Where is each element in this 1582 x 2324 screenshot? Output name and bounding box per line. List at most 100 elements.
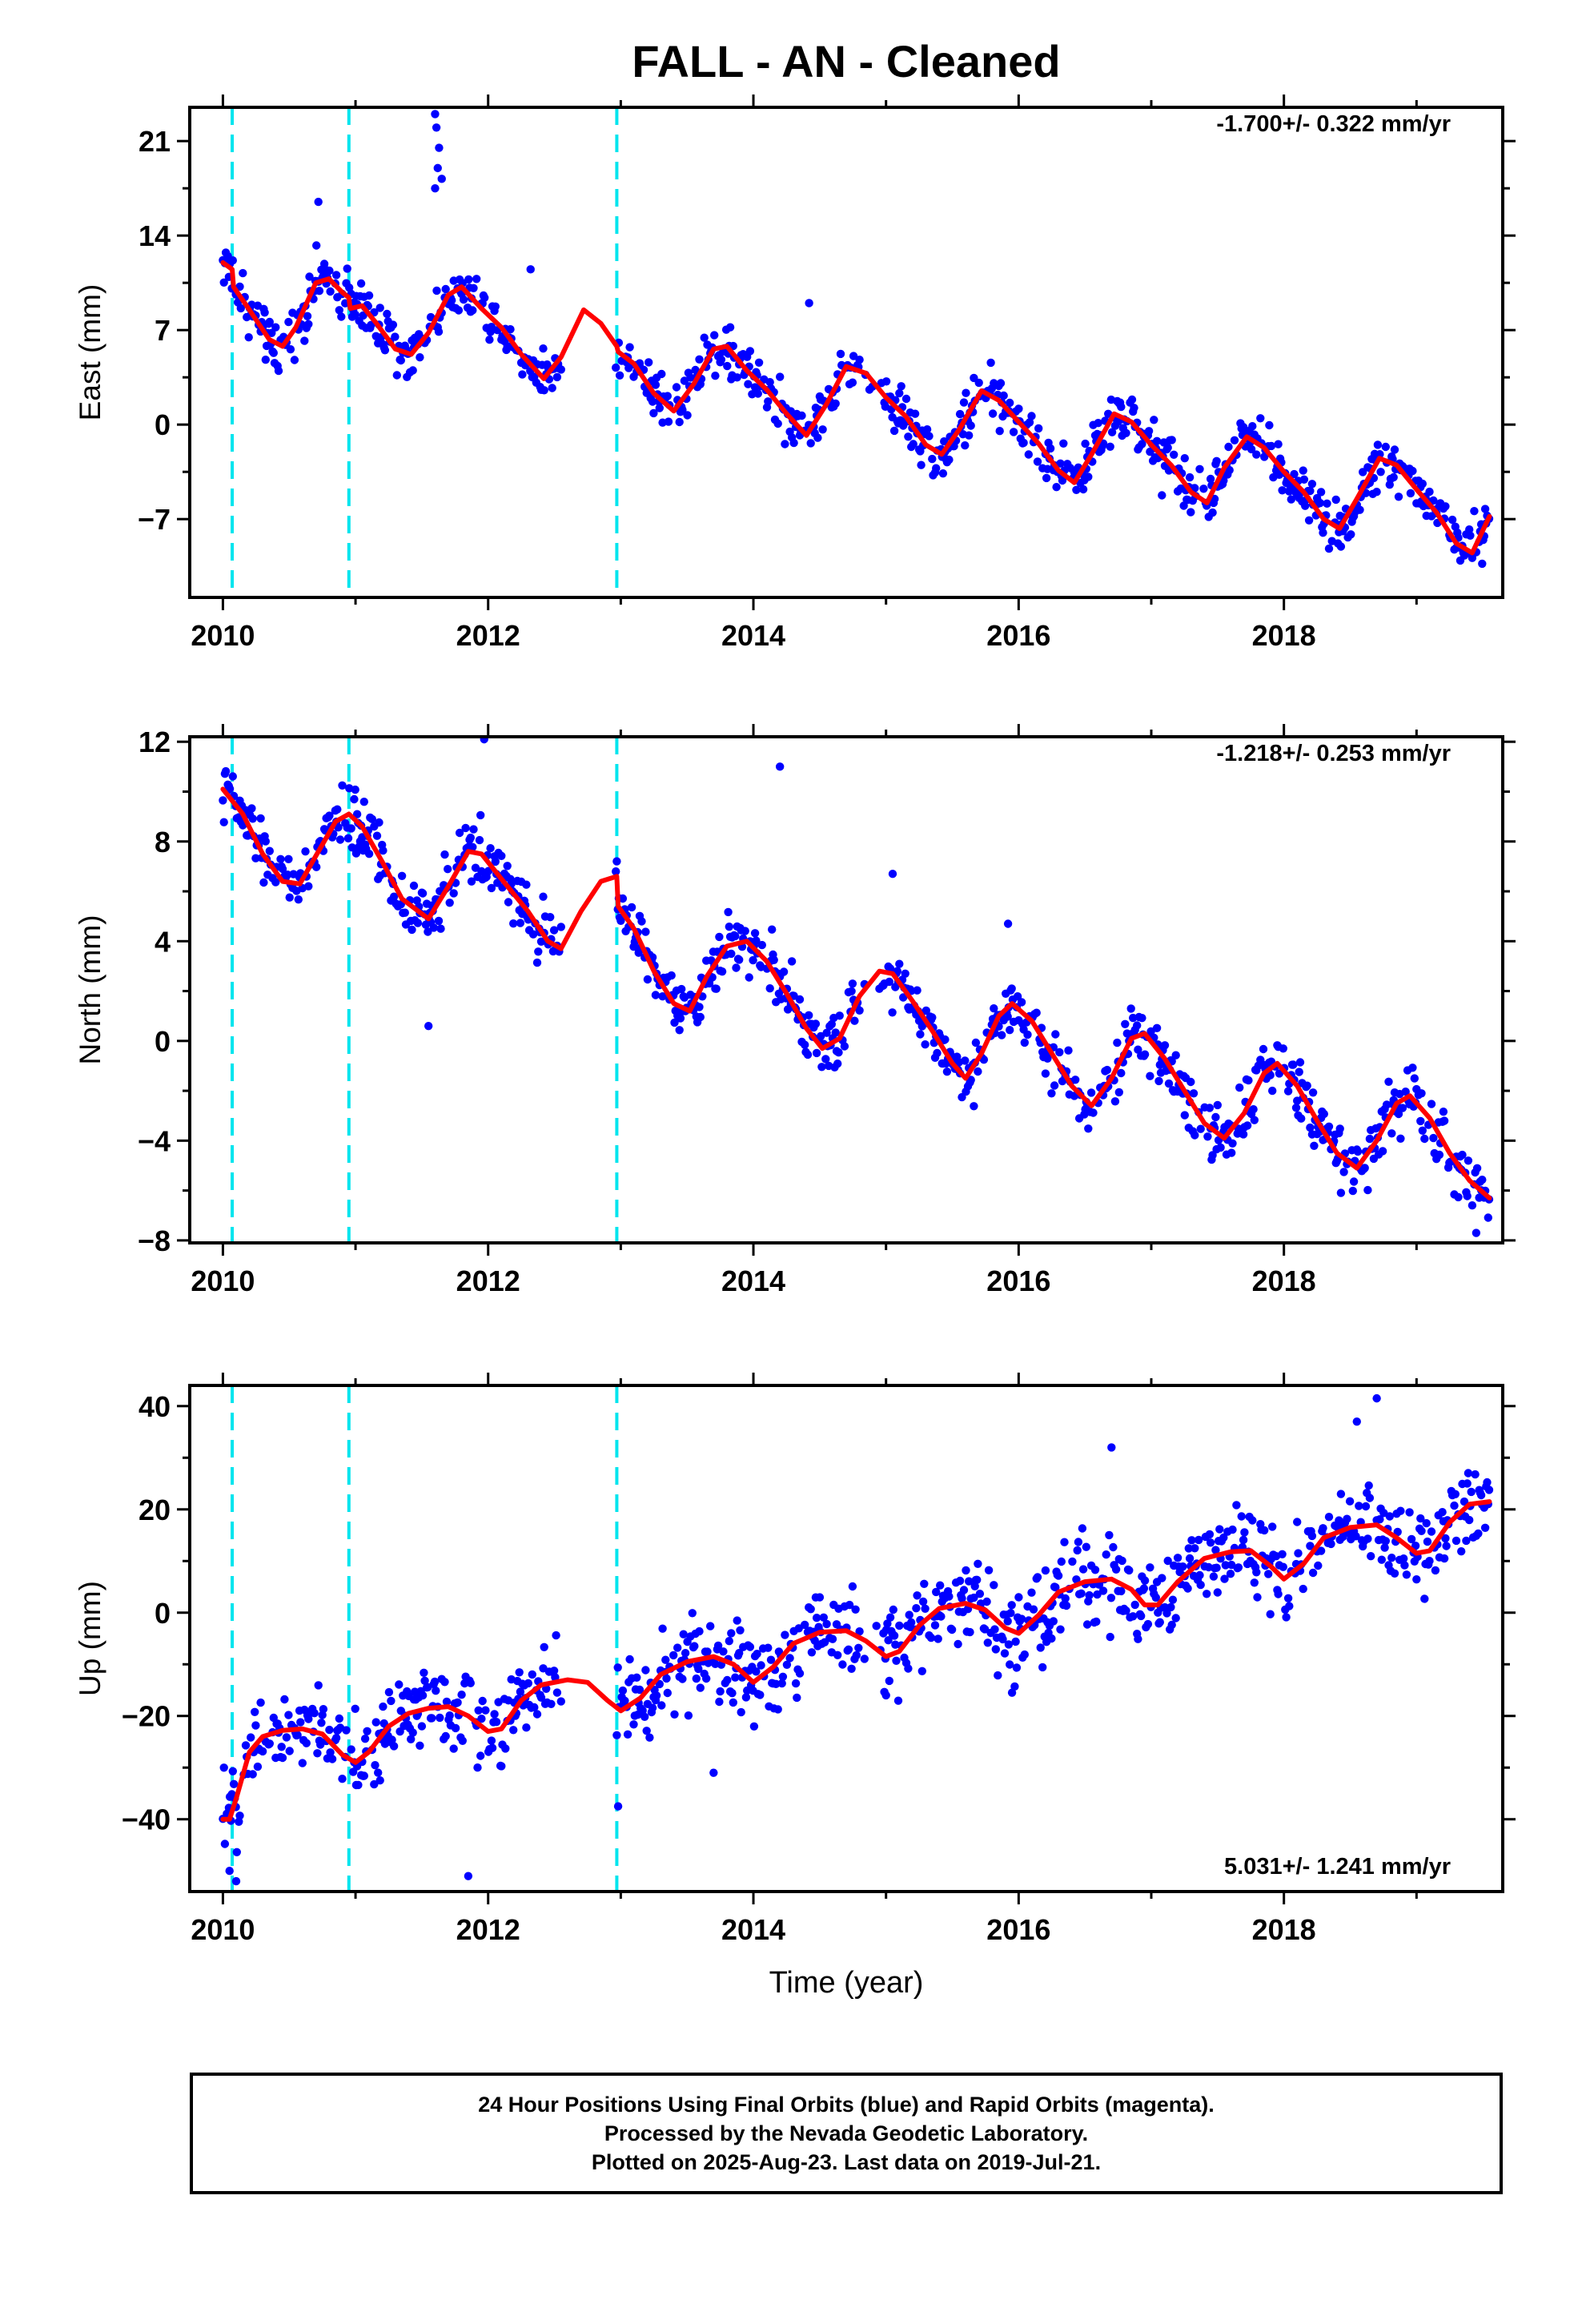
up-point: [1000, 1649, 1010, 1658]
up-point: [1417, 1526, 1426, 1536]
east-point: [1107, 428, 1117, 436]
east-point: [1375, 450, 1384, 459]
up-point: [729, 1698, 737, 1707]
north-point: [434, 916, 444, 926]
east-point: [733, 373, 741, 382]
up-outlier-point-2: [464, 1872, 473, 1880]
up-x-tick-label: 2010: [191, 1913, 255, 1946]
east-point: [797, 411, 806, 420]
north-point: [283, 870, 292, 879]
up-point: [556, 1697, 565, 1706]
north-point: [1006, 1026, 1014, 1035]
up-point: [1203, 1590, 1211, 1598]
north-observations: [219, 737, 1494, 1237]
up-outlier-point-7: [709, 1768, 718, 1777]
up-point: [335, 1714, 343, 1723]
east-point: [764, 397, 773, 406]
east-point: [917, 460, 926, 469]
up-point: [241, 1741, 251, 1750]
east-point: [1324, 544, 1334, 553]
east-point: [1058, 476, 1067, 485]
up-point: [420, 1676, 429, 1685]
up-point: [251, 1721, 260, 1730]
east-point: [1287, 495, 1296, 504]
up-point: [1162, 1609, 1171, 1618]
up-point: [1462, 1536, 1471, 1546]
east-outlier-point-8: [805, 299, 813, 308]
north-point: [1239, 1130, 1248, 1139]
up-point: [473, 1763, 482, 1772]
east-point: [651, 380, 661, 389]
up-point: [317, 1719, 326, 1727]
north-point: [1472, 1164, 1482, 1173]
up-point: [812, 1614, 821, 1622]
north-point: [1191, 1131, 1199, 1140]
north-point: [1306, 1123, 1315, 1132]
up-point: [645, 1733, 654, 1742]
east-point: [441, 284, 450, 294]
east-point: [1056, 459, 1065, 468]
north-point: [941, 1035, 950, 1044]
north-point: [1349, 1177, 1359, 1186]
up-point: [416, 1741, 424, 1750]
up-point: [1393, 1527, 1402, 1537]
east-point: [1072, 485, 1081, 494]
up-point: [1166, 1602, 1175, 1612]
east-point: [1230, 436, 1239, 444]
north-point: [397, 871, 407, 881]
north-point: [847, 987, 856, 996]
up-point: [1049, 1617, 1058, 1626]
east-point: [274, 366, 283, 376]
up-point: [296, 1718, 305, 1727]
north-point: [765, 984, 774, 993]
north-point: [612, 867, 620, 876]
up-point: [389, 1742, 399, 1751]
up-point: [219, 1763, 228, 1772]
north-point: [469, 825, 478, 834]
north-y-tick-label: −8: [138, 1224, 171, 1257]
up-point: [731, 1673, 740, 1682]
north-point: [888, 1008, 897, 1017]
east-point: [910, 409, 920, 418]
up-y-axis-label: Up (mm): [74, 1581, 106, 1696]
up-point: [1158, 1574, 1166, 1582]
up-point: [930, 1621, 940, 1630]
north-point: [1250, 1116, 1259, 1124]
north-point: [1050, 1081, 1059, 1090]
up-plot-area: [219, 1385, 1494, 1892]
up-point: [540, 1642, 548, 1651]
east-point: [615, 371, 624, 380]
north-point: [1017, 998, 1026, 1007]
east-point: [1480, 505, 1490, 513]
up-point: [984, 1566, 994, 1575]
up-point: [1307, 1531, 1317, 1541]
up-point: [1129, 1612, 1138, 1621]
east-point: [996, 379, 1006, 388]
up-point: [998, 1634, 1007, 1644]
up-point: [1248, 1516, 1257, 1525]
up-point: [1365, 1494, 1375, 1502]
north-point: [476, 810, 485, 820]
north-outlier-point-4: [1003, 919, 1013, 928]
north-point: [715, 932, 724, 942]
east-point: [717, 355, 726, 364]
north-x-tick-label: 2014: [721, 1265, 785, 1297]
up-point: [962, 1566, 970, 1575]
north-point: [509, 919, 518, 928]
up-point: [833, 1651, 842, 1659]
up-point: [991, 1645, 1001, 1654]
east-point: [1248, 422, 1257, 431]
up-point: [1387, 1554, 1396, 1562]
north-point: [899, 993, 908, 1002]
north-point: [1295, 1058, 1305, 1067]
up-outlier-point-4: [1372, 1393, 1381, 1403]
up-point: [847, 1664, 856, 1673]
up-point: [1122, 1606, 1130, 1615]
up-point: [1480, 1523, 1490, 1533]
up-point: [1400, 1561, 1409, 1570]
east-point: [889, 426, 899, 436]
east-point: [260, 308, 269, 317]
east-point: [1122, 428, 1130, 437]
footer-line-2: Processed by the Nevada Geodetic Laborat…: [604, 2121, 1089, 2145]
up-point: [478, 1696, 487, 1706]
